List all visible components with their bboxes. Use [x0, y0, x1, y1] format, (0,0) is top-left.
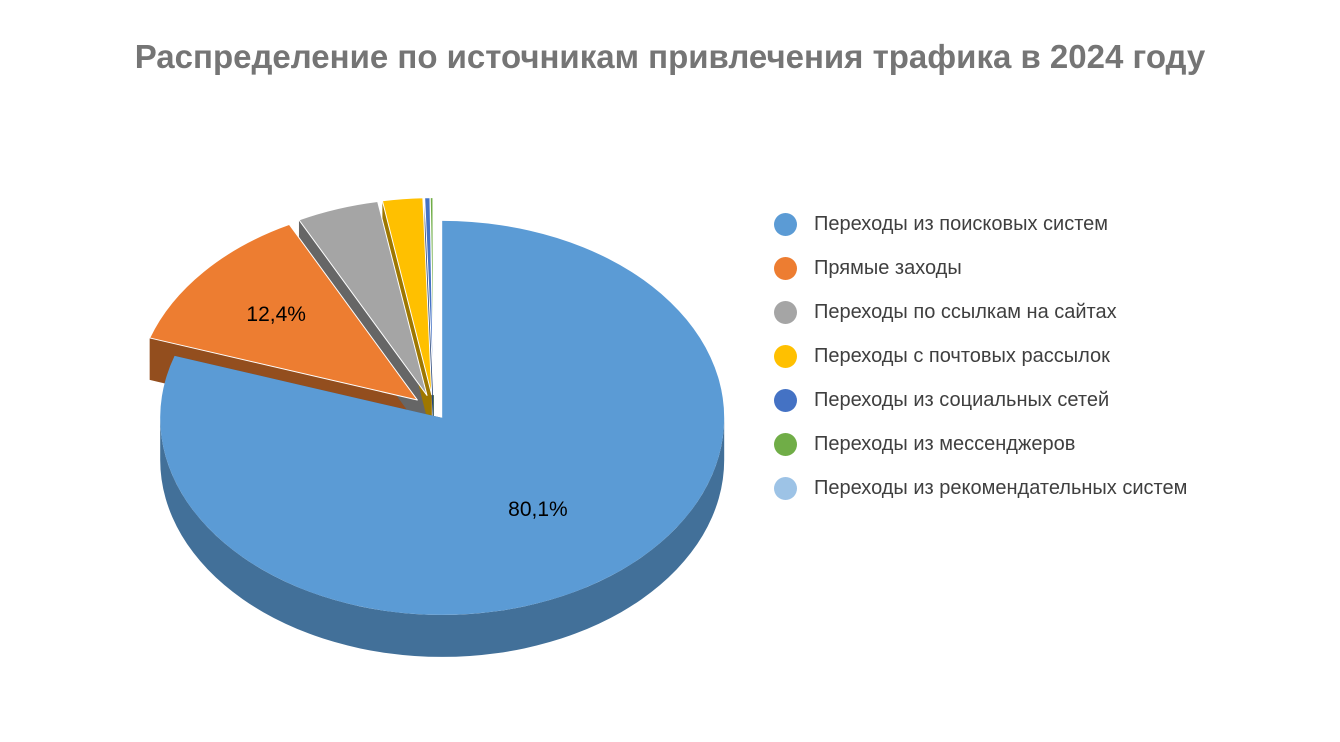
legend-label: Переходы из социальных сетей	[814, 388, 1110, 411]
legend-label: Переходы по ссылкам на сайтах	[814, 300, 1117, 323]
pie-slice	[160, 220, 725, 615]
chart-legend: Переходы из поисковых систем Прямые захо…	[774, 202, 1187, 510]
pie-top-faces	[149, 197, 725, 615]
legend-item-direct[interactable]: Прямые заходы	[774, 246, 1187, 290]
slice-outer-wall	[160, 417, 725, 657]
legend-item-recommendations[interactable]: Переходы из рекомендательных систем	[774, 466, 1187, 510]
legend-label: Переходы с почтовых рассылок	[814, 344, 1110, 367]
slice-data-label: 80,1%	[508, 498, 568, 521]
pie-slice	[381, 197, 433, 396]
legend-label: Переходы из поисковых систем	[814, 212, 1109, 235]
legend-item-social[interactable]: Переходы из социальных сетей	[774, 378, 1187, 422]
legend-label: Переходы из мессенджеров	[814, 432, 1076, 455]
chart-title: Распределение по источникам привлечения …	[134, 38, 1206, 75]
legend-marker	[774, 388, 797, 412]
legend-item-search[interactable]: Переходы из поисковых систем	[774, 202, 1187, 246]
slice-data-label: 12,4%	[246, 303, 306, 326]
legend-marker	[774, 344, 797, 368]
legend-item-referral[interactable]: Переходы по ссылкам на сайтах	[774, 290, 1187, 334]
legend-marker	[774, 476, 797, 500]
legend-item-messengers[interactable]: Переходы из мессенджеров	[774, 422, 1187, 466]
pie-slice	[149, 223, 418, 401]
legend-marker	[774, 432, 797, 456]
legend-marker	[774, 300, 797, 324]
pie-slice	[432, 197, 435, 396]
legend-item-email[interactable]: Переходы с почтовых рассылок	[774, 334, 1187, 378]
pie-slice	[298, 200, 428, 396]
legend-label: Прямые заходы	[814, 256, 962, 279]
legend-marker	[774, 212, 797, 236]
legend-label: Переходы из рекомендательных систем	[814, 476, 1188, 499]
pie-data-labels: 80,1% 12,4%	[246, 303, 567, 521]
legend-marker	[774, 256, 797, 280]
